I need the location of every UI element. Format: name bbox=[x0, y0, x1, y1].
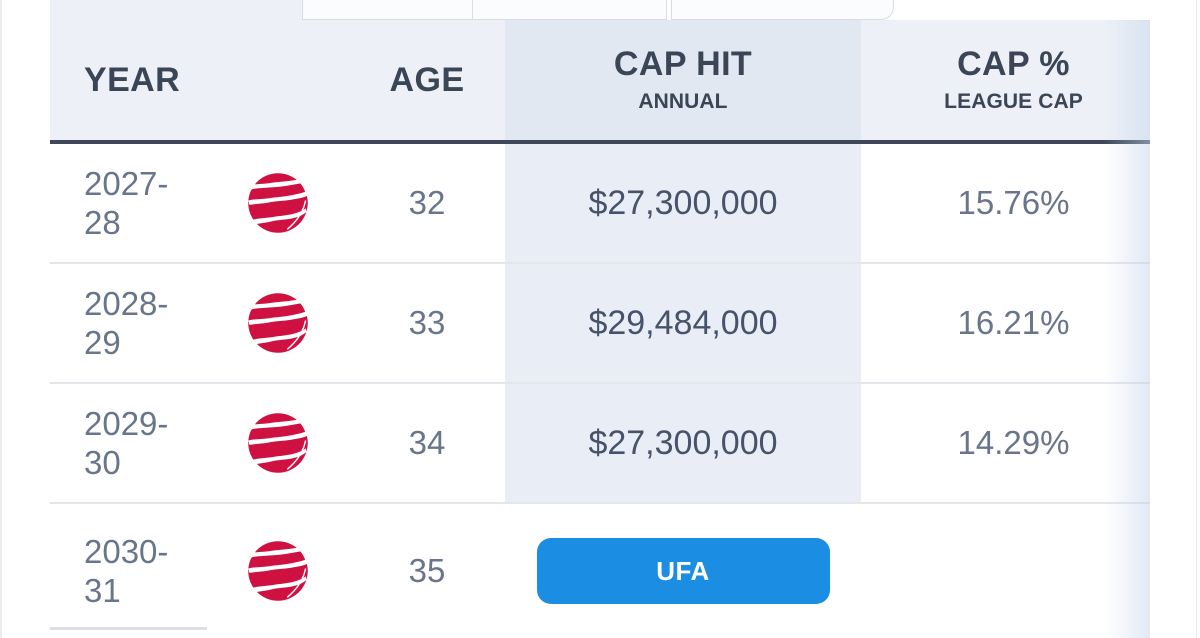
age-cell: 35 bbox=[349, 552, 505, 590]
year-line2: 29 bbox=[84, 324, 121, 361]
header-year[interactable]: YEAR bbox=[50, 60, 207, 99]
header-year-label: YEAR bbox=[84, 60, 181, 99]
page-left-border bbox=[0, 0, 2, 638]
age-cell: 34 bbox=[349, 424, 505, 462]
header-cap-hit-sublabel: ANNUAL bbox=[638, 89, 728, 113]
cap-hit-value: $27,300,000 bbox=[588, 423, 778, 462]
cap-pct-value: 16.21% bbox=[957, 304, 1070, 341]
raptors-logo-icon bbox=[247, 412, 309, 474]
year-line1: 2028- bbox=[84, 285, 169, 322]
team-cell bbox=[207, 292, 349, 354]
header-cap-hit[interactable]: CAP HIT ANNUAL bbox=[505, 20, 861, 140]
cap-pct-value: 15.76% bbox=[957, 184, 1070, 221]
year-cell: 2028- 29 bbox=[50, 284, 207, 362]
table-row: 2029- 30 34 $27,300,000 14.29% bbox=[50, 384, 1150, 504]
cap-pct-header-stack: CAP % LEAGUE CAP bbox=[944, 46, 1083, 114]
header-cap-pct[interactable]: CAP % LEAGUE CAP bbox=[861, 46, 1150, 114]
header-cap-pct-sublabel: LEAGUE CAP bbox=[944, 89, 1083, 113]
year-cell: 2027- 28 bbox=[50, 164, 207, 242]
year-value: 2029- 30 bbox=[84, 404, 168, 482]
cap-hit-cell: $27,300,000 bbox=[505, 384, 861, 502]
header-cap-pct-label: CAP % bbox=[957, 45, 1070, 84]
age-value: 33 bbox=[408, 304, 446, 341]
year-line1: 2027- bbox=[84, 165, 169, 202]
cap-hit-cell: $29,484,000 bbox=[505, 264, 861, 382]
header-cap-hit-label: CAP HIT bbox=[613, 45, 753, 84]
age-value: 32 bbox=[408, 184, 446, 221]
age-cell: 32 bbox=[349, 184, 505, 222]
year-line1: 2029- bbox=[84, 405, 169, 442]
cap-hit-cell: UFA bbox=[505, 504, 861, 638]
tab-segment-3[interactable] bbox=[471, 0, 667, 20]
year-value: 2028- 29 bbox=[84, 284, 168, 362]
cap-hit-cell: $27,300,000 bbox=[505, 144, 861, 262]
header-age[interactable]: AGE bbox=[349, 60, 505, 99]
team-cell bbox=[207, 540, 349, 602]
year-cell: 2029- 30 bbox=[50, 404, 207, 482]
year-value: 2027- 28 bbox=[84, 164, 168, 242]
filter-tabstrip bbox=[50, 0, 1150, 20]
header-age-label: AGE bbox=[389, 60, 465, 99]
age-value: 34 bbox=[408, 424, 446, 461]
team-cell bbox=[207, 412, 349, 474]
contract-table-viewport: YEAR AGE CAP HIT ANNUAL CAP % bbox=[50, 20, 1150, 638]
tab-segment-4[interactable] bbox=[670, 0, 894, 20]
ufa-button[interactable]: UFA bbox=[536, 538, 830, 604]
year-line1: 2030- bbox=[84, 533, 169, 570]
team-cell bbox=[207, 172, 349, 234]
table-row: 2028- 29 33 $29,484,000 16.21% bbox=[50, 264, 1150, 384]
cap-pct-cell: 16.21% bbox=[861, 304, 1150, 342]
year-line2: 28 bbox=[84, 204, 121, 241]
raptors-logo-icon bbox=[247, 172, 309, 234]
cap-pct-value: 14.29% bbox=[957, 424, 1070, 461]
table-header-row: YEAR AGE CAP HIT ANNUAL CAP % bbox=[50, 20, 1150, 144]
year-cell: 2030- 31 bbox=[50, 532, 207, 610]
page-right-border bbox=[1196, 0, 1197, 638]
year-line2: 30 bbox=[84, 444, 121, 481]
tab-segment-2[interactable] bbox=[302, 0, 473, 20]
year-cell-bottom-divider bbox=[50, 627, 207, 630]
cap-pct-cell: 14.29% bbox=[861, 424, 1150, 462]
cap-pct-cell: 15.76% bbox=[861, 184, 1150, 222]
cap-hit-header-stack: CAP HIT ANNUAL bbox=[614, 46, 752, 114]
cap-hit-value: $27,300,000 bbox=[588, 183, 778, 222]
age-value: 35 bbox=[408, 552, 446, 589]
cap-hit-value: $29,484,000 bbox=[588, 303, 778, 342]
contract-table-section: YEAR AGE CAP HIT ANNUAL CAP % bbox=[50, 0, 1150, 638]
age-cell: 33 bbox=[349, 304, 505, 342]
table-row: 2027- 28 32 $27,300,000 15.76% bbox=[50, 144, 1150, 264]
table-row: 2030- 31 35 UFA bbox=[50, 504, 1150, 638]
year-line2: 31 bbox=[84, 572, 121, 609]
tab-segment-active[interactable] bbox=[50, 0, 302, 20]
contract-table: YEAR AGE CAP HIT ANNUAL CAP % bbox=[50, 20, 1150, 638]
year-value: 2030- 31 bbox=[84, 532, 168, 610]
raptors-logo-icon bbox=[247, 292, 309, 354]
raptors-logo-icon bbox=[247, 540, 309, 602]
